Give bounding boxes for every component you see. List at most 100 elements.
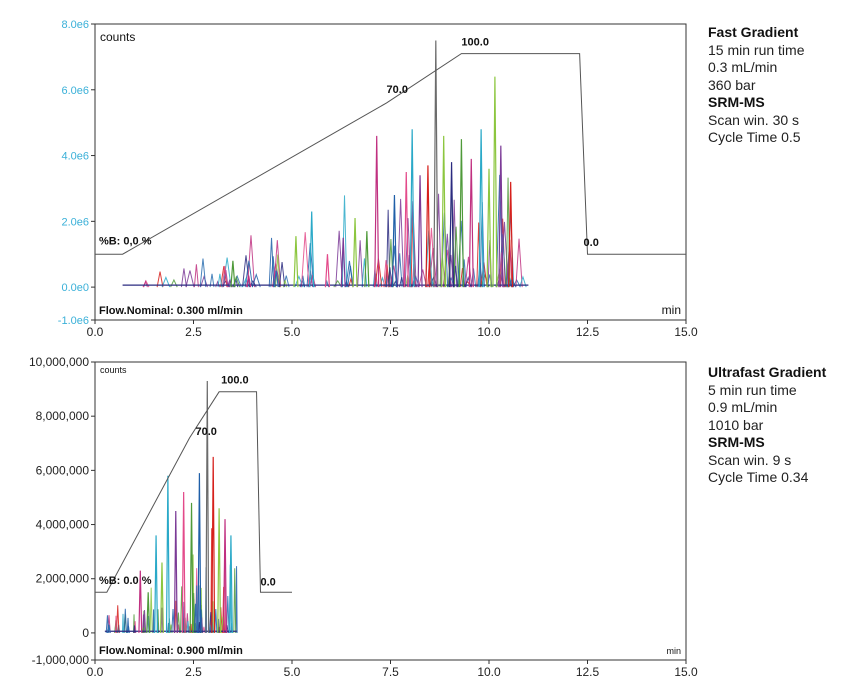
y-tick-label: -1,000,000 bbox=[32, 653, 90, 667]
info-line: Scan win. 9 s bbox=[708, 451, 792, 468]
chromatogram-peak bbox=[154, 535, 159, 633]
chromatogram-peak bbox=[486, 168, 492, 288]
x-tick-label: 12.5 bbox=[576, 325, 600, 339]
x-tick-label: 5.0 bbox=[284, 665, 301, 679]
chromatogram-minor-peak bbox=[123, 608, 127, 633]
x-tick-label: 7.5 bbox=[382, 325, 399, 339]
chromatogram-minor-peak bbox=[357, 240, 364, 288]
ultrafast-gradient-chart: 10,000,000 8,000,000 6,000,000 4,000,000 2,0… bbox=[29, 355, 698, 679]
chromatogram-peak bbox=[165, 475, 170, 633]
chromatogram-peak bbox=[223, 519, 227, 633]
chromatogram-minor-peak bbox=[244, 260, 254, 288]
chromatogram-peak bbox=[228, 535, 233, 633]
chromatogram-minor-peak bbox=[232, 275, 241, 288]
chromatogram-peak bbox=[309, 211, 315, 288]
chromatogram-peak bbox=[217, 508, 222, 633]
chromatogram-peak bbox=[138, 570, 143, 633]
fast-gradient-info-panel: Fast Gradient 15 min run time 0.3 mL/min… bbox=[708, 24, 804, 147]
chromatogram-minor-peak bbox=[182, 601, 186, 633]
x-tick-label: 10.0 bbox=[477, 665, 501, 679]
chromatogram-peak bbox=[449, 162, 455, 288]
chromatogram-peak bbox=[211, 456, 216, 633]
y-tick-label: 4.0e6 bbox=[61, 151, 89, 163]
chromatogram-peak bbox=[417, 175, 423, 288]
x-unit-label: min bbox=[666, 646, 681, 656]
info-line: Ultrafast Gradient bbox=[708, 364, 827, 380]
chromatogram-minor-peak bbox=[208, 624, 212, 633]
y-unit-label: counts bbox=[100, 365, 127, 375]
chromatogram-minor-peak bbox=[114, 615, 118, 633]
trace-group bbox=[122, 40, 529, 288]
chromatogram-minor-peak bbox=[399, 277, 405, 288]
y-tick-label: 6,000,000 bbox=[36, 463, 90, 477]
chromatogram-peak bbox=[293, 236, 299, 288]
y-tick-label: 8.0e6 bbox=[61, 19, 89, 31]
info-line: 360 bar bbox=[708, 76, 756, 93]
gradient-label: 70.0 bbox=[195, 426, 216, 438]
chromatogram-minor-peak bbox=[251, 272, 261, 288]
x-tick-label: 5.0 bbox=[284, 325, 301, 339]
x-tick-label: 15.0 bbox=[674, 665, 698, 679]
chromatogram-peak bbox=[498, 145, 504, 288]
chromatogram-minor-peak bbox=[435, 193, 442, 288]
chromatogram-peak bbox=[205, 380, 210, 633]
chromatogram-minor-peak bbox=[345, 260, 354, 288]
chromatogram-peak bbox=[391, 195, 398, 288]
chromatogram-peak bbox=[181, 492, 186, 633]
chromatogram-peak bbox=[492, 76, 498, 288]
chromatogram-peak bbox=[374, 135, 380, 288]
chromatogram-peak bbox=[160, 562, 164, 633]
chromatogram-peak bbox=[458, 139, 464, 288]
flow-label: Flow.Nominal: 0.900 ml/min bbox=[99, 645, 243, 657]
chromatogram-minor-peak bbox=[171, 609, 175, 633]
chromatogram-minor-peak bbox=[361, 258, 368, 288]
chromatogram-minor-peak bbox=[333, 279, 343, 288]
chromatogram-minor-peak bbox=[180, 268, 187, 288]
chromatogram-peak bbox=[478, 129, 484, 288]
info-line: SRM-MS bbox=[708, 434, 765, 450]
chromatogram-minor-peak bbox=[464, 275, 472, 288]
chromatogram-minor-peak bbox=[235, 566, 238, 633]
info-line: Cycle Time 0.5 bbox=[708, 129, 801, 145]
chromatogram-minor-peak bbox=[221, 265, 228, 288]
y-tick-label: 0 bbox=[82, 626, 89, 640]
chromatogram-minor-peak bbox=[121, 613, 125, 633]
y-tick-label: 8,000,000 bbox=[36, 409, 90, 423]
chromatogram-minor-peak bbox=[300, 232, 310, 288]
x-tick-label: 7.5 bbox=[382, 665, 399, 679]
x-tick-label: 2.5 bbox=[185, 325, 202, 339]
gradient-label: %B: 0,0 % bbox=[99, 235, 152, 247]
chromatogram-minor-peak bbox=[186, 621, 190, 633]
chromatogram-minor-peak bbox=[170, 278, 178, 288]
gradient-profile-line bbox=[95, 391, 292, 593]
gradient-label: 0.0 bbox=[584, 237, 599, 249]
chromatogram-peak bbox=[468, 158, 474, 288]
chromatogram-minor-peak bbox=[217, 273, 223, 288]
info-line: Fast Gradient bbox=[708, 24, 799, 40]
chromatogram-minor-peak bbox=[246, 235, 256, 288]
gradient-label: 70.0 bbox=[387, 84, 408, 96]
chromatogram-minor-peak bbox=[383, 260, 389, 288]
chromatogram-minor-peak bbox=[160, 607, 164, 633]
y-tick-label: 2.0e6 bbox=[61, 216, 89, 228]
trace-group bbox=[104, 380, 238, 634]
y-tick-label: 4,000,000 bbox=[36, 518, 90, 532]
x-tick-label: 12.5 bbox=[576, 665, 600, 679]
gradient-label: %B: 0.0 % bbox=[99, 575, 152, 587]
y-tick-label: 0.0e0 bbox=[61, 282, 89, 294]
chromatogram-minor-peak bbox=[220, 266, 228, 288]
flow-label: Flow.Nominal: 0.300 ml/min bbox=[99, 305, 243, 317]
chromatogram-minor-peak bbox=[199, 258, 207, 288]
chromatogram-minor-peak bbox=[133, 625, 136, 633]
chromatogram-minor-peak bbox=[209, 273, 215, 288]
info-line: 0.3 mL/min bbox=[708, 59, 778, 75]
chromatogram-minor-peak bbox=[193, 264, 199, 288]
y-tick-label: 10,000,000 bbox=[29, 355, 89, 369]
chromatogram-peak bbox=[273, 270, 279, 288]
chromatogram-minor-peak bbox=[519, 275, 527, 288]
chromatogram-minor-peak bbox=[278, 261, 286, 288]
x-tick-label: 0.0 bbox=[87, 665, 104, 679]
chromatogram-minor-peak bbox=[116, 605, 120, 633]
chromatogram-minor-peak bbox=[396, 198, 405, 288]
chromatogram-minor-peak bbox=[233, 568, 237, 633]
